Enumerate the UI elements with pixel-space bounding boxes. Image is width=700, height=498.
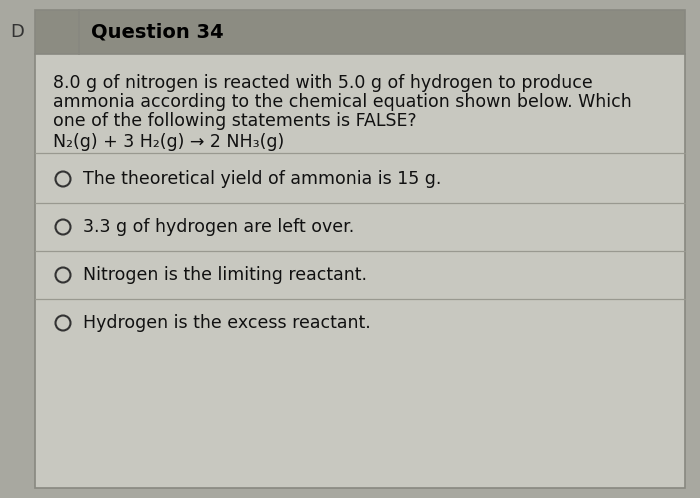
Text: Nitrogen is the limiting reactant.: Nitrogen is the limiting reactant. — [83, 266, 367, 284]
Text: Question 34: Question 34 — [91, 22, 223, 41]
Text: 8.0 g of nitrogen is reacted with 5.0 g of hydrogen to produce: 8.0 g of nitrogen is reacted with 5.0 g … — [53, 74, 593, 92]
Text: 3.3 g of hydrogen are left over.: 3.3 g of hydrogen are left over. — [83, 218, 354, 236]
Text: Hydrogen is the excess reactant.: Hydrogen is the excess reactant. — [83, 314, 371, 332]
Text: N₂(g) + 3 H₂(g) → 2 NH₃(g): N₂(g) + 3 H₂(g) → 2 NH₃(g) — [53, 133, 284, 151]
FancyBboxPatch shape — [35, 10, 685, 54]
FancyBboxPatch shape — [35, 54, 685, 488]
Text: ammonia according to the chemical equation shown below. Which: ammonia according to the chemical equati… — [53, 93, 631, 111]
Text: D: D — [10, 23, 24, 41]
Text: The theoretical yield of ammonia is 15 g.: The theoretical yield of ammonia is 15 g… — [83, 170, 442, 188]
Text: one of the following statements is FALSE?: one of the following statements is FALSE… — [53, 112, 416, 130]
